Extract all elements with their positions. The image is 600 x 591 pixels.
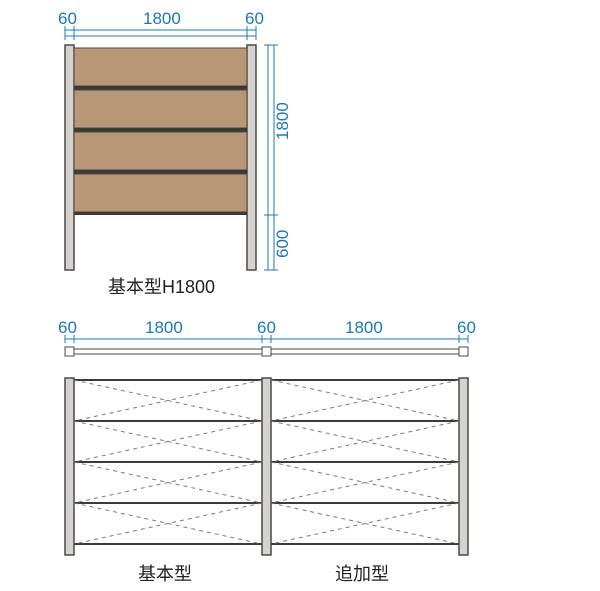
dim-top-60-right: 60	[245, 9, 264, 28]
topview-post-2	[262, 347, 271, 356]
bot-post-3	[459, 378, 468, 555]
dim-right-1800: 1800	[273, 102, 292, 140]
dim-bot-1800-1: 1800	[145, 318, 183, 337]
diagram-svg: 60 1800 60 1800 600 基本型H1800 60 1800 60 …	[0, 0, 600, 591]
bot-post-2	[262, 378, 271, 555]
slat-4	[74, 174, 247, 212]
dim-top-60-left: 60	[58, 9, 77, 28]
dim-bot-60-3: 60	[457, 318, 476, 337]
top-left-post	[65, 45, 74, 270]
dim-bot-60-1: 60	[58, 318, 77, 337]
topview-post-1	[65, 347, 74, 356]
top-figure-label: 基本型H1800	[108, 277, 215, 297]
bot-post-1	[65, 378, 74, 555]
topview-post-3	[459, 347, 468, 356]
slat-1	[74, 48, 247, 86]
dim-bot-60-2: 60	[257, 318, 276, 337]
dim-bot-1800-2: 1800	[345, 318, 383, 337]
bottom-label-right: 追加型	[335, 564, 389, 584]
slat-3	[74, 132, 247, 170]
dim-top-1800: 1800	[143, 9, 181, 28]
diagram-container: 60 1800 60 1800 600 基本型H1800 60 1800 60 …	[0, 0, 600, 591]
slat-2	[74, 90, 247, 128]
dim-right-600: 600	[273, 230, 292, 258]
top-right-post	[247, 45, 256, 270]
bottom-label-left: 基本型	[138, 564, 192, 584]
